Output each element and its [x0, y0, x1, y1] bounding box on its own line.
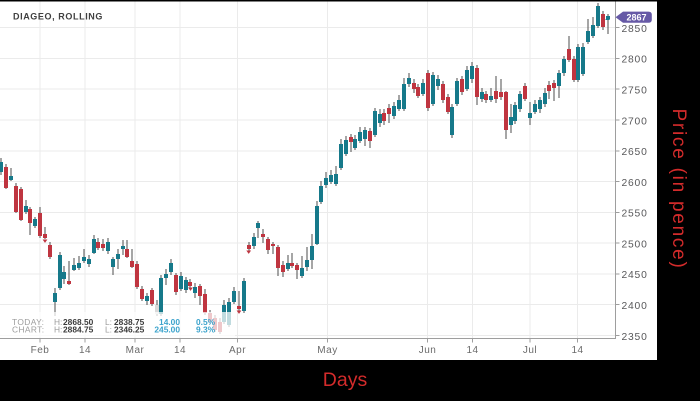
- svg-text:DIAGEO, ROLLING: DIAGEO, ROLLING: [13, 12, 103, 22]
- svg-text:Apr: Apr: [229, 345, 246, 356]
- svg-text:2868.50: 2868.50: [63, 317, 94, 327]
- svg-text:Jul: Jul: [523, 345, 537, 356]
- svg-text:2884.75: 2884.75: [63, 325, 94, 335]
- svg-text:9.3%: 9.3%: [196, 325, 216, 335]
- svg-text:2600: 2600: [622, 178, 648, 189]
- svg-text:14: 14: [466, 345, 478, 356]
- svg-text:CHART:: CHART:: [12, 325, 45, 335]
- svg-text:14: 14: [79, 345, 91, 356]
- svg-text:2346.25: 2346.25: [114, 325, 145, 335]
- svg-text:0.5%: 0.5%: [196, 317, 216, 327]
- svg-text:2450: 2450: [622, 270, 648, 281]
- svg-text:2700: 2700: [622, 116, 648, 127]
- svg-text:245.00: 245.00: [154, 325, 180, 335]
- svg-text:2750: 2750: [622, 86, 648, 97]
- svg-text:TODAY:: TODAY:: [12, 317, 44, 327]
- svg-text:2500: 2500: [622, 239, 648, 250]
- svg-text:Mar: Mar: [126, 345, 145, 356]
- svg-text:14: 14: [174, 345, 186, 356]
- svg-text:L:: L:: [105, 317, 112, 327]
- svg-text:H:: H:: [54, 317, 62, 327]
- svg-text:May: May: [317, 345, 337, 356]
- svg-text:H:: H:: [54, 325, 62, 335]
- svg-text:2850: 2850: [622, 24, 648, 35]
- svg-text:2800: 2800: [622, 55, 648, 66]
- svg-text:2650: 2650: [622, 147, 648, 158]
- svg-text:14: 14: [571, 345, 583, 356]
- svg-text:14.00: 14.00: [159, 317, 180, 327]
- svg-text:2550: 2550: [622, 209, 648, 220]
- svg-text:2350: 2350: [622, 332, 648, 343]
- svg-text:2867: 2867: [626, 12, 646, 22]
- svg-text:L:: L:: [105, 325, 112, 335]
- svg-text:Feb: Feb: [31, 345, 50, 356]
- svg-text:Price (in pence): Price (in pence): [668, 109, 689, 270]
- svg-text:Days: Days: [323, 369, 368, 391]
- svg-text:Jun: Jun: [419, 345, 437, 356]
- svg-text:2400: 2400: [622, 301, 648, 312]
- svg-text:2838.75: 2838.75: [114, 317, 145, 327]
